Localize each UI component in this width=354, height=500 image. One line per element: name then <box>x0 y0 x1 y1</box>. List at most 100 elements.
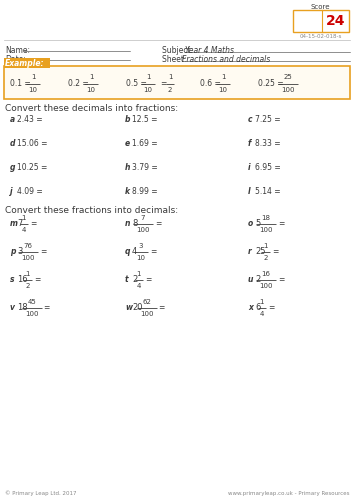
Text: 3: 3 <box>138 243 143 249</box>
Text: Name:: Name: <box>5 46 30 55</box>
Text: 5.14 =: 5.14 = <box>255 188 281 196</box>
Text: w: w <box>125 304 132 312</box>
Text: 7: 7 <box>17 220 22 228</box>
Text: g: g <box>10 164 16 172</box>
Text: h: h <box>125 164 130 172</box>
Text: 100: 100 <box>259 283 273 289</box>
Text: 1: 1 <box>259 299 264 305</box>
Text: 8: 8 <box>132 220 137 228</box>
Text: 10: 10 <box>29 86 38 92</box>
Text: 15.06 =: 15.06 = <box>17 140 47 148</box>
Text: =: = <box>160 79 166 88</box>
Text: 18: 18 <box>17 304 28 312</box>
Text: s: s <box>10 276 15 284</box>
Text: 100: 100 <box>136 227 149 233</box>
Text: f: f <box>248 140 251 148</box>
Text: 8.33 =: 8.33 = <box>255 140 281 148</box>
Text: 10: 10 <box>218 86 228 92</box>
Text: 7: 7 <box>141 215 145 221</box>
Text: 4: 4 <box>132 248 137 256</box>
Text: 04-15-02-018-s: 04-15-02-018-s <box>300 34 342 39</box>
Text: Sheet:: Sheet: <box>162 55 189 64</box>
Text: 100: 100 <box>21 255 35 261</box>
Text: www.primaryleap.co.uk - Primary Resources: www.primaryleap.co.uk - Primary Resource… <box>228 491 349 496</box>
Text: v: v <box>10 304 15 312</box>
Text: 76: 76 <box>23 243 32 249</box>
Text: 10: 10 <box>143 86 153 92</box>
Text: 18: 18 <box>261 215 270 221</box>
Text: © Primary Leap Ltd. 2017: © Primary Leap Ltd. 2017 <box>5 490 76 496</box>
Text: =: = <box>44 304 50 312</box>
Text: =: = <box>145 276 152 284</box>
Text: 2: 2 <box>263 255 268 261</box>
Text: 8.99 =: 8.99 = <box>132 188 158 196</box>
Text: 1: 1 <box>22 215 26 221</box>
Text: 1: 1 <box>221 74 225 80</box>
Text: 10.25 =: 10.25 = <box>17 164 47 172</box>
Text: c: c <box>248 116 252 124</box>
Text: Example:: Example: <box>5 59 45 68</box>
Text: 2.43 =: 2.43 = <box>17 116 42 124</box>
Text: 7.25 =: 7.25 = <box>255 116 281 124</box>
Text: 1: 1 <box>89 74 93 80</box>
Text: 4: 4 <box>259 311 264 317</box>
Text: Subject:: Subject: <box>162 46 195 55</box>
Text: n: n <box>125 220 130 228</box>
Text: =: = <box>150 248 156 256</box>
Text: 2: 2 <box>255 276 260 284</box>
FancyBboxPatch shape <box>293 10 349 32</box>
Text: j: j <box>10 188 13 196</box>
Text: 16: 16 <box>17 276 28 284</box>
Text: u: u <box>248 276 253 284</box>
Text: k: k <box>125 188 130 196</box>
Text: 2: 2 <box>132 276 137 284</box>
Text: =: = <box>278 220 284 228</box>
Text: 25: 25 <box>255 248 266 256</box>
Text: r: r <box>248 248 252 256</box>
Text: 1.69 =: 1.69 = <box>132 140 158 148</box>
Text: m: m <box>10 220 18 228</box>
Text: 4.09 =: 4.09 = <box>17 188 43 196</box>
Text: =: = <box>34 276 40 284</box>
Text: 6: 6 <box>255 304 261 312</box>
Text: Fractions and decimals: Fractions and decimals <box>182 55 270 64</box>
Text: Date:: Date: <box>5 55 26 64</box>
Text: e: e <box>125 140 130 148</box>
Text: 10: 10 <box>86 86 96 92</box>
Text: 1: 1 <box>168 74 172 80</box>
Text: 1: 1 <box>31 74 35 80</box>
Text: 100: 100 <box>259 227 273 233</box>
Text: 3.79 =: 3.79 = <box>132 164 158 172</box>
Text: l: l <box>248 188 251 196</box>
Text: =: = <box>155 220 161 228</box>
Text: 0.2 =: 0.2 = <box>68 79 89 88</box>
Text: 6.95 =: 6.95 = <box>255 164 281 172</box>
Text: 1: 1 <box>25 271 30 277</box>
Text: 1: 1 <box>137 271 141 277</box>
Text: 1: 1 <box>263 243 268 249</box>
Text: p: p <box>10 248 16 256</box>
Text: q: q <box>125 248 131 256</box>
Text: Convert these fractions into decimals:: Convert these fractions into decimals: <box>5 206 178 215</box>
Text: d: d <box>10 140 16 148</box>
Text: 62: 62 <box>142 299 151 305</box>
Text: 5: 5 <box>255 220 260 228</box>
Text: a: a <box>10 116 15 124</box>
Text: 2: 2 <box>25 283 30 289</box>
Text: 45: 45 <box>27 299 36 305</box>
Text: 2: 2 <box>168 86 172 92</box>
Text: 1: 1 <box>146 74 150 80</box>
Text: o: o <box>248 220 253 228</box>
Text: 24: 24 <box>326 14 345 28</box>
Text: =: = <box>30 220 36 228</box>
Text: =: = <box>278 276 284 284</box>
FancyBboxPatch shape <box>4 58 50 68</box>
Text: 0.1 =: 0.1 = <box>10 79 31 88</box>
Text: 100: 100 <box>281 86 295 92</box>
FancyBboxPatch shape <box>4 66 350 99</box>
Text: =: = <box>272 248 278 256</box>
Text: x: x <box>248 304 253 312</box>
Text: 3: 3 <box>17 248 22 256</box>
Text: 10: 10 <box>136 255 145 261</box>
Text: Year 4 Maths: Year 4 Maths <box>185 46 234 55</box>
